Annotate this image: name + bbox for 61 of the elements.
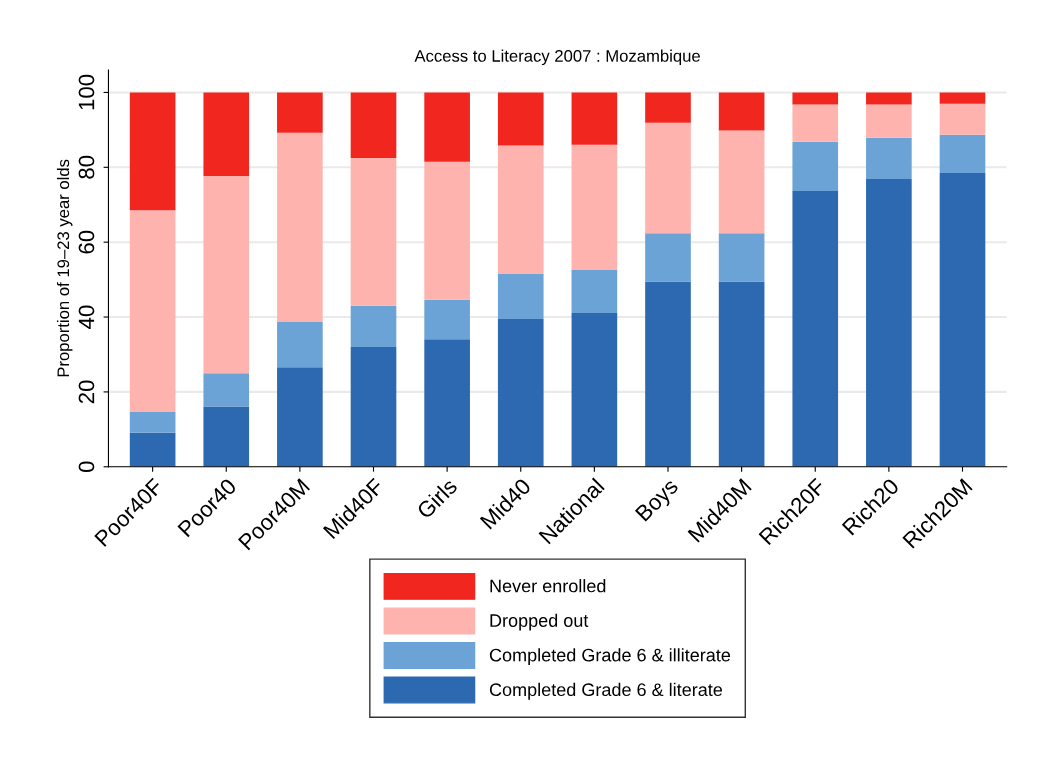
bar [939, 103, 986, 135]
y-tick-label: 80 [78, 155, 95, 179]
bar [571, 144, 618, 270]
bar [277, 132, 323, 322]
bar [866, 92, 912, 105]
bar [424, 161, 470, 300]
bar [866, 178, 912, 467]
bar [203, 406, 250, 467]
bar [645, 233, 691, 282]
bar [129, 432, 176, 467]
bar [350, 157, 397, 306]
bar [645, 281, 691, 467]
chart-title: Access to Literacy 2007 : Mozambique [414, 49, 700, 66]
bar [792, 141, 839, 191]
bar [718, 233, 765, 282]
bar [866, 137, 912, 179]
legend-label: Dropped out [490, 613, 589, 631]
bar [792, 104, 839, 142]
bar [718, 281, 765, 467]
bar [277, 92, 323, 133]
bar [424, 339, 470, 467]
bar [718, 130, 765, 234]
bar [939, 134, 986, 173]
bar [497, 273, 544, 319]
bar [350, 305, 397, 347]
y-tick-label: 100 [78, 74, 95, 110]
bar [792, 92, 839, 105]
bar [203, 373, 250, 407]
legend-label: Never enrolled [490, 579, 606, 593]
y-tick-label: 40 [78, 305, 95, 329]
y-tick-label: 20 [78, 380, 95, 404]
bar [497, 318, 544, 467]
legend-label: Completed Grade 6 & illiterate [489, 648, 731, 666]
bar [129, 411, 176, 433]
bar [277, 367, 323, 467]
bar [571, 312, 618, 467]
bar [866, 104, 912, 138]
bar [792, 190, 839, 467]
bar [645, 122, 691, 234]
bar [129, 92, 176, 211]
bar [350, 346, 397, 467]
bar [203, 92, 250, 176]
bar [129, 210, 176, 412]
bar [645, 92, 691, 123]
bar [424, 92, 470, 162]
bar [939, 172, 986, 467]
legend-label: Completed Grade 6 & literate [489, 682, 723, 700]
bar [497, 92, 544, 146]
y-axis-title: Proportion of 19–23 year olds [56, 159, 73, 377]
bar [571, 269, 618, 313]
bar [350, 92, 397, 158]
bar [497, 145, 544, 274]
bar [424, 299, 470, 340]
bar [203, 175, 250, 374]
bar [939, 92, 986, 104]
y-tick-label: 60 [78, 230, 95, 254]
bar [718, 92, 765, 131]
x-tick-label: Girls [415, 477, 459, 520]
y-tick-label: 0 [78, 461, 95, 473]
bar [277, 321, 323, 368]
bar [571, 92, 618, 145]
